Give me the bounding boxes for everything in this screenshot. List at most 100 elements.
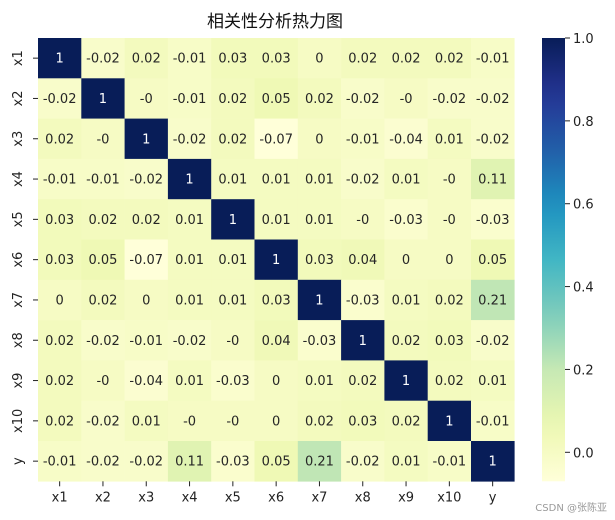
cell-value-label: -0 — [96, 132, 109, 147]
cell-value-label: -0.01 — [173, 52, 207, 67]
x-tick-label: x9 — [398, 490, 414, 505]
y-axis: x1 x2 x3 x4 x5 x6 x7 x8 x9 x10 y — [11, 50, 38, 465]
x-tick-label: x8 — [355, 490, 371, 505]
heatmap-cell-x6-x5 — [211, 239, 255, 281]
cell-value-label: 0.03 — [262, 293, 291, 308]
y-tick-label: x6 — [11, 252, 26, 268]
heatmap-cell-y-x6 — [254, 441, 299, 482]
cell-value-label: -0.01 — [86, 173, 120, 188]
x-tick-label: x10 — [437, 490, 461, 505]
heatmap-cell-x8-x6 — [254, 320, 299, 361]
cell-value-label: -0.02 — [476, 92, 510, 107]
heatmap-cell-x7-x7 — [297, 279, 342, 321]
x-tick-label: y — [489, 490, 497, 505]
cell-value-label: 0.01 — [262, 173, 291, 188]
cell-value-label: 0 — [315, 132, 323, 147]
heatmap-cell-x10-x6 — [254, 400, 299, 442]
heatmap-cell-x8-x9 — [384, 320, 428, 361]
heatmap-cell-x3-x10 — [427, 118, 472, 160]
heatmap-cell-y-x8 — [341, 441, 385, 482]
cell-value-label: 0 — [272, 414, 280, 429]
cell-value-label: 0.02 — [218, 92, 247, 107]
cell-value-label: 0.01 — [305, 213, 334, 228]
heatmap-cell-x1-x7 — [297, 38, 342, 79]
cell-value-label: 0.01 — [175, 293, 204, 308]
heatmap-cell-x3-x1 — [38, 118, 82, 160]
cell-value-label: 0 — [315, 52, 323, 67]
cell-value-label: 0.01 — [262, 213, 291, 228]
heatmap-cell-x8-x7 — [297, 320, 342, 361]
cell-value-label: -0.02 — [86, 52, 120, 67]
heatmap-cell-x6-y — [471, 239, 515, 281]
heatmap-cell-x2-x5 — [211, 78, 255, 119]
cell-value-label: 0.01 — [392, 293, 421, 308]
heatmap-cell-x5-x4 — [167, 199, 212, 240]
cell-value-label: 0.03 — [262, 52, 291, 67]
cell-value-label: 0.02 — [88, 293, 117, 308]
cell-value-label: 0.02 — [88, 213, 117, 228]
heatmap-cell-y-x2 — [81, 441, 125, 482]
heatmap-cell-x8-x10 — [427, 320, 472, 361]
heatmap-cell-x2-x3 — [124, 78, 169, 119]
heatmap-cell-x9-x8 — [341, 360, 385, 401]
x-tick-label: x5 — [225, 490, 241, 505]
heatmap-cell-x7-x10 — [427, 279, 472, 321]
cell-value-label: 0.01 — [218, 173, 247, 188]
heatmap-cell-x2-x4 — [167, 78, 212, 119]
heatmap-cell-x7-y — [471, 279, 515, 321]
cell-value-label: 0.02 — [392, 334, 421, 349]
heatmap-cell-x7-x1 — [38, 279, 82, 321]
cell-value-label: 0.02 — [45, 334, 74, 349]
cell-value-label: -0.01 — [173, 92, 207, 107]
x-tick-label: x1 — [52, 490, 68, 505]
heatmap-cell-x9-x6 — [254, 360, 299, 401]
cell-value-label: -0.03 — [303, 334, 337, 349]
heatmap-cell-x10-x8 — [341, 400, 385, 442]
heatmap-cell-x4-x7 — [297, 158, 342, 200]
heatmap-cell-x3-x7 — [297, 118, 342, 160]
cell-value-label: 1 — [402, 374, 410, 389]
heatmap-cell-x1-x4 — [167, 38, 212, 79]
heatmap-cell-x8-x3 — [124, 320, 169, 361]
cell-value-label: 0.01 — [478, 374, 507, 389]
cell-value-label: -0.02 — [173, 334, 207, 349]
cell-value-label: 0.01 — [218, 293, 247, 308]
heatmap-cell-x5-x6 — [254, 199, 299, 240]
cell-value-label: 0.02 — [305, 414, 334, 429]
cell-value-label: -0 — [443, 213, 456, 228]
heatmap-cell-x6-x7 — [297, 239, 342, 281]
cell-value-label: 0.05 — [262, 92, 291, 107]
cell-value-label: -0 — [400, 92, 413, 107]
heatmap-cell-x8-y — [471, 320, 515, 361]
heatmap-cell-x5-x9 — [384, 199, 428, 240]
cell-value-label: -0.02 — [173, 132, 207, 147]
heatmap-cell-x8-x5 — [211, 320, 255, 361]
cell-value-label: 0.21 — [478, 293, 507, 308]
cell-value-label: 0.02 — [45, 132, 74, 147]
heatmap-cell-y-y — [471, 441, 515, 482]
heatmap-cell-x6-x4 — [167, 239, 212, 281]
heatmap-cell-x4-x4 — [167, 158, 212, 200]
cell-value-label: 0.21 — [305, 455, 334, 470]
heatmap-cell-x5-y — [471, 199, 515, 240]
cell-value-label: 0.05 — [478, 253, 507, 268]
cell-value-label: -0.04 — [129, 374, 163, 389]
y-tick-label: y — [11, 457, 26, 465]
heatmap-cell-x5-x3 — [124, 199, 169, 240]
colorbar-tick-label: 0.8 — [573, 115, 594, 130]
heatmap-cell-x2-x2 — [81, 78, 125, 119]
heatmap-cell-x4-x1 — [38, 158, 82, 200]
heatmap-cell-x2-x9 — [384, 78, 428, 119]
y-tick-label: x8 — [11, 332, 26, 348]
cell-value-label: 0.03 — [218, 52, 247, 67]
heatmap-cell-x10-x9 — [384, 400, 428, 442]
heatmap-cell-x1-x9 — [384, 38, 428, 79]
heatmap-cell-x2-x1 — [38, 78, 82, 119]
cell-value-label: 1 — [445, 414, 453, 429]
heatmap-cell-x10-x4 — [167, 400, 212, 442]
heatmap-cell-x5-x2 — [81, 199, 125, 240]
cell-value-label: 0.02 — [218, 132, 247, 147]
heatmap-cell-y-x5 — [211, 441, 255, 482]
heatmap-cell-x4-x5 — [211, 158, 255, 200]
